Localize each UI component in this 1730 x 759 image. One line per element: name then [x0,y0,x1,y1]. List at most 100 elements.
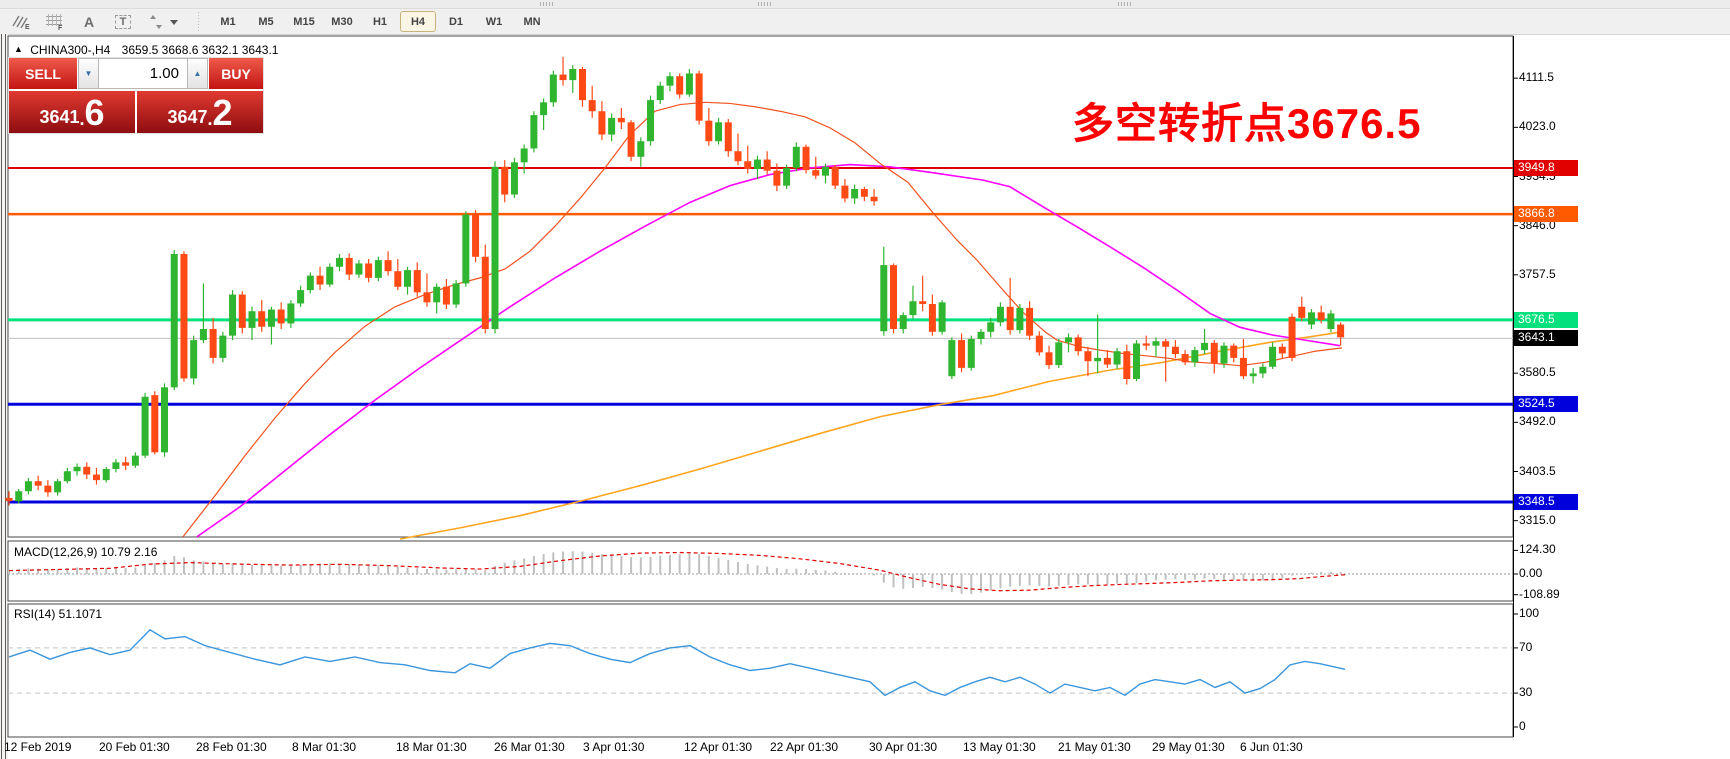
ma-mid-line [196,163,1341,538]
candle-body [1171,346,1179,354]
candle-body [987,322,995,332]
top-separator [1118,2,1132,6]
candle-body [530,115,538,149]
timeframe-button-w1[interactable]: W1 [485,15,503,28]
date-label: 22 Apr 01:30 [770,740,839,754]
top-separator [758,2,772,6]
top-separator [540,2,554,6]
candle-body [1113,351,1121,365]
candle-body [510,162,518,195]
timeframe-button-mn[interactable]: MN [523,15,541,28]
candle-body [919,301,927,304]
candle-body [792,146,800,168]
expert-advisor-icon[interactable]: E [8,12,34,31]
timeframe-button-h4[interactable]: H4 [400,11,436,32]
ma-fast-line [182,101,1343,538]
date-label: 26 Mar 01:30 [494,740,565,754]
candle-body [404,270,412,287]
sell-price-dot: . [79,109,85,129]
candle-body [1181,354,1189,363]
candle-body [462,214,470,284]
volume-decrease-button[interactable]: ▼ [78,58,99,89]
buy-price-pips: 2 [212,92,233,133]
text-box-icon[interactable]: T [110,12,136,31]
candle-body [297,290,305,304]
timeframe-button-h1[interactable]: H1 [372,15,388,28]
candle-body [365,263,373,278]
candle-body [170,254,178,388]
candle-body [180,254,188,379]
candle-body [1026,307,1034,336]
volume-input[interactable]: 1.00 [99,58,187,89]
candle-body [491,166,499,329]
cycles-arrows-icon[interactable] [144,12,182,31]
candle-body [1191,350,1199,363]
grid-icon[interactable]: F [42,12,68,31]
date-label: 18 Mar 01:30 [396,740,467,754]
candle-body [734,151,742,162]
rsi-axis-tick: 70 [1519,639,1533,654]
symbol-collapse-icon[interactable]: ▲ [14,44,23,54]
candle-body [1133,343,1141,379]
candle-body [151,395,159,453]
candle-body [1123,351,1131,379]
buy-price-button[interactable]: 3647. 2 [137,91,263,133]
candle-body [1337,324,1345,338]
candle-body [355,263,363,275]
sell-button[interactable]: SELL [9,58,78,89]
date-label: 13 May 01:30 [963,740,1036,754]
text-label-icon[interactable]: A [76,12,102,31]
candle-body [724,122,732,152]
buy-button[interactable]: BUY [208,58,263,89]
candle-body [1055,342,1063,366]
candle-body [1327,313,1335,329]
macd-signal-line [8,551,1346,592]
candle-body [452,283,460,305]
macd-panel [7,540,1514,602]
date-label: 6 Jun 01:30 [1240,740,1303,754]
candle-body [1201,342,1209,351]
volume-increase-button[interactable]: ▲ [187,58,208,89]
candle-body [870,196,878,202]
price-axis-tick: 3580.5 [1519,365,1556,380]
price-badge-3643.1: 3643.1 [1514,330,1578,347]
candle-body [501,166,509,195]
chart-toolbar: E F A T M1 M5 M [0,9,1730,35]
price-badge-3866.8: 3866.8 [1514,206,1578,223]
candle-body [258,311,266,327]
timeframe-button-m1[interactable]: M1 [220,15,236,28]
candle-body [1249,373,1257,377]
candle-body [540,102,548,116]
candle-body [287,303,295,324]
candle-body [899,315,907,329]
candle-body [345,257,353,275]
candle-body [248,311,256,328]
rsi-label: RSI(14) 51.1071 [14,607,103,621]
ohlc-values: 3659.5 3668.6 3632.1 3643.1 [121,43,279,57]
date-label: 8 Mar 01:30 [292,740,357,754]
candle-body [880,265,888,332]
candle-body [627,122,635,157]
candle-body [190,340,198,379]
timeframe-button-m5[interactable]: M5 [258,15,274,28]
toolbar-separator [196,12,201,31]
candle-body [1298,306,1306,318]
candle-body [277,309,285,324]
date-label: 21 May 01:30 [1058,740,1131,754]
candle-body [890,265,898,329]
candle-body [229,294,237,336]
candle-body [326,266,334,285]
timeframe-button-m15[interactable]: M15 [293,15,315,28]
timeframe-button-m30[interactable]: M30 [331,15,353,28]
candle-body [1307,312,1315,325]
timeframe-bar: M1 M5 M15 M30 H1 H4 D1 W1 MN [209,11,551,32]
candle-body [1278,346,1286,354]
price-axis-tick: 3403.5 [1519,463,1556,478]
candle-body [783,167,791,186]
buy-price-main: 3647 [167,107,208,127]
rsi-axis-tick: 100 [1519,606,1540,620]
sell-price-button[interactable]: 3641. 6 [9,91,135,133]
timeframe-button-d1[interactable]: D1 [448,15,464,28]
candle-body [219,335,227,358]
